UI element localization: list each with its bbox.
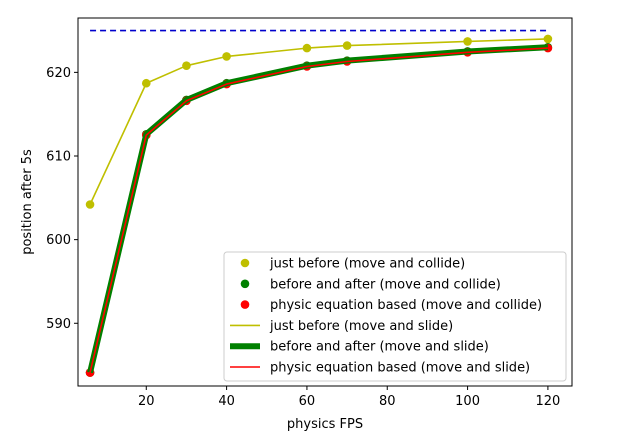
x-tick-label: 80 <box>379 394 396 409</box>
legend-handle <box>240 258 250 268</box>
x-tick-label: 120 <box>535 394 560 409</box>
legend-entry: before and after (move and collide) <box>270 277 501 292</box>
y-tick-label: 610 <box>46 150 71 165</box>
x-tick-label: 20 <box>138 394 155 409</box>
legend-entry: before and after (move and slide) <box>270 340 489 355</box>
legend-entry: physic equation based (move and slide) <box>270 361 530 376</box>
y-tick-label: 620 <box>46 66 71 81</box>
legend-box <box>223 251 567 382</box>
data-marks <box>85 29 553 377</box>
x-axis-label: physics FPS <box>287 417 363 432</box>
series-line-just-before-move-and-slide <box>89 38 548 205</box>
x-tick-label: 40 <box>218 394 235 409</box>
y-axis-label: position after 5s <box>20 149 35 255</box>
series-line-physic-equation-based-move-and-slide <box>89 47 548 373</box>
legend: just before (move and collide) before and… <box>223 251 567 382</box>
x-tick-label: 100 <box>455 394 480 409</box>
axes-frame <box>77 17 573 387</box>
y-tick-label: 600 <box>46 233 71 248</box>
legend-entry: just before (move and collide) <box>269 257 465 272</box>
x-ticks: 20 40 60 80 100 120 <box>138 386 560 409</box>
legend-entry: physic equation based (move and collide) <box>270 298 542 313</box>
x-tick-label: 60 <box>299 394 316 409</box>
legend-handle <box>240 300 250 309</box>
legend-handle <box>240 279 250 289</box>
y-ticks: 590 600 610 620 <box>46 66 78 332</box>
legend-entry: just before (move and slide) <box>269 319 453 334</box>
y-tick-label: 590 <box>46 317 71 332</box>
